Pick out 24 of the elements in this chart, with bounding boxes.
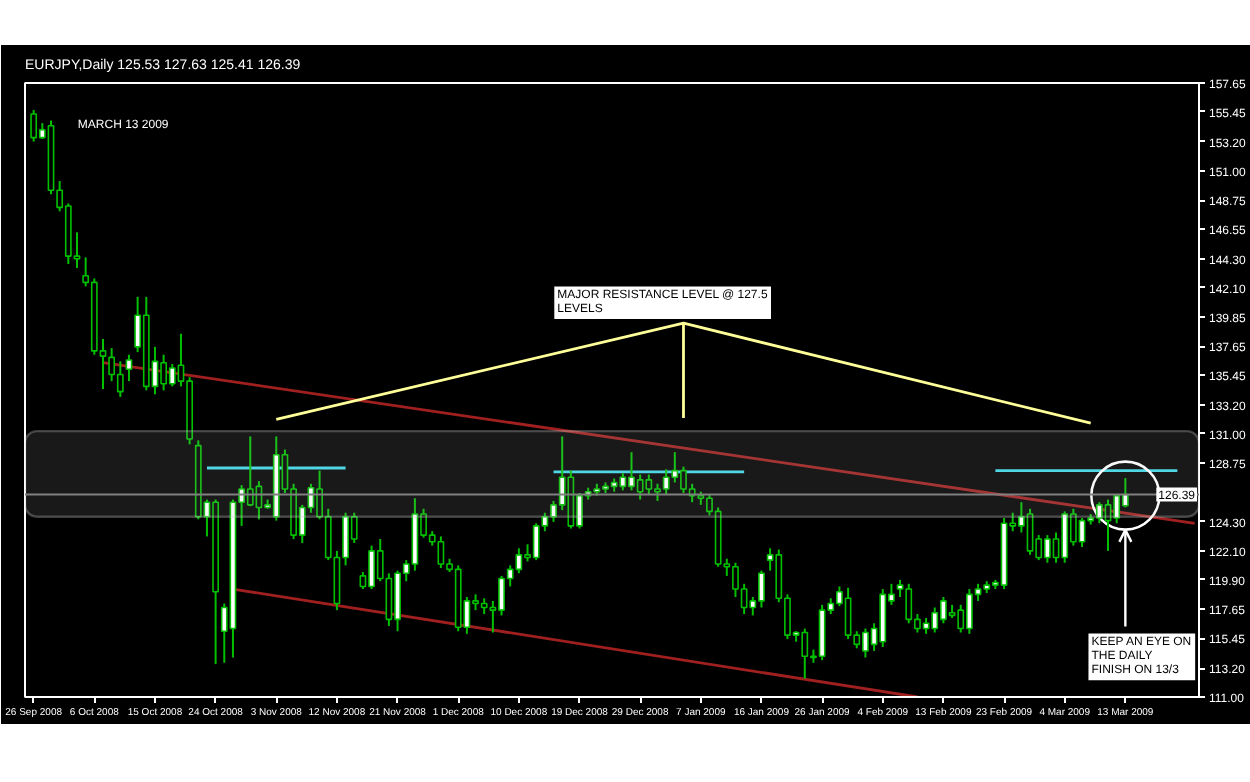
candlestick [168,363,176,388]
candlestick [636,473,644,501]
candlestick [818,603,826,662]
candlestick [662,468,670,496]
candlestick [931,606,939,634]
candlestick [905,582,913,625]
candlestick [844,586,852,641]
candlestick [515,547,523,575]
candlestick [437,535,445,570]
candlestick [125,353,133,383]
candlestick [246,435,254,508]
candlestick [1026,507,1034,556]
candlestick [879,588,887,648]
candlestick [671,451,679,484]
candlestick [1095,501,1103,525]
candlestick [1043,534,1051,564]
candlestick [160,353,168,392]
candlestick [645,473,653,496]
candlestick [30,108,38,143]
candlestick [532,522,540,562]
candlestick [1113,493,1121,525]
candlestick [1061,510,1069,564]
candlestick [801,627,809,680]
candlestick [116,360,124,398]
